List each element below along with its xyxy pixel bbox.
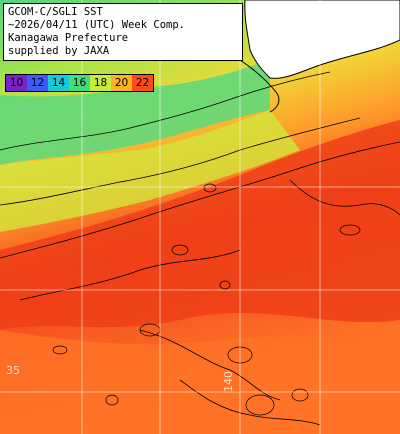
scale-cell-14: 14 — [48, 75, 69, 91]
land-area — [244, 0, 400, 79]
peninsula-outline — [239, 59, 280, 113]
temperature-color-scale: 10 12 14 16 18 20 22 — [5, 74, 154, 92]
title-line-region: Kanagawa Prefecture — [8, 32, 129, 44]
isotherm-contours — [0, 71, 400, 426]
scale-cell-20: 20 — [111, 75, 132, 91]
transition-zone — [0, 110, 300, 232]
scale-cell-16: 16 — [69, 75, 90, 91]
scale-cell-18: 18 — [90, 75, 111, 91]
title-line-supplier: supplied by JAXA — [8, 45, 110, 57]
scale-cell-12: 12 — [27, 75, 48, 91]
title-line-sensor: GCOM-C/SGLI SST — [8, 6, 103, 18]
title-line-date: ~2026/04/11 (UTC) Week Comp. — [8, 19, 186, 31]
southern-warm-zone — [0, 330, 400, 434]
warm-water-zone — [0, 120, 400, 330]
latitude-label: 35 — [6, 364, 20, 377]
scale-cell-22: 22 — [132, 75, 153, 91]
scale-cell-10: 10 — [6, 75, 27, 91]
map-title-box: GCOM-C/SGLI SST ~2026/04/11 (UTC) Week C… — [3, 3, 243, 61]
longitude-label: 140 — [222, 371, 235, 392]
